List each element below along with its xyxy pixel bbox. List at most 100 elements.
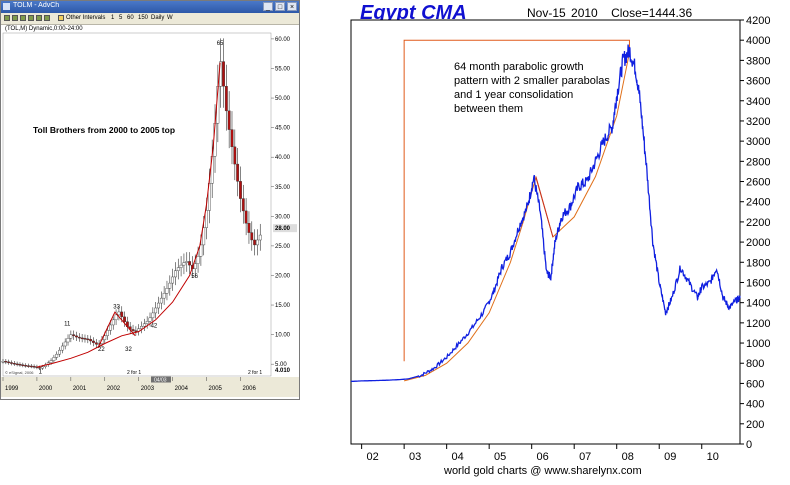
plot-area <box>350 19 741 445</box>
y-tick-label: 3800 <box>746 55 770 67</box>
y-tick-label: 1200 <box>746 318 770 330</box>
candle-body <box>111 319 115 326</box>
candle-body <box>55 353 59 358</box>
candle-body <box>89 339 93 342</box>
x-tick-label: 08 <box>622 451 634 463</box>
candle-body <box>253 239 257 246</box>
minimize-button[interactable]: _ <box>263 2 273 11</box>
candle-body <box>10 362 13 364</box>
candle-body <box>114 314 118 321</box>
candle-body <box>205 210 208 228</box>
advanced-chart-window: TOLM - AdvCh _ □ × Other Intervals 1 5 6… <box>0 0 300 400</box>
y-tick-label: 1400 <box>746 298 770 310</box>
candle-body <box>236 163 240 182</box>
candle-body <box>224 86 228 112</box>
y-tick-label: 45.00 <box>275 126 291 132</box>
y-tick-label: 800 <box>746 358 764 370</box>
x-tick-label: 07 <box>579 451 591 463</box>
candle-body <box>148 317 152 322</box>
chart-date: Nov-15 2010 <box>527 6 598 20</box>
tool-icon[interactable] <box>28 15 34 21</box>
y-tick-label: 1600 <box>746 277 770 289</box>
interval-150[interactable]: 150 <box>138 15 149 21</box>
candle-body <box>230 129 234 148</box>
point-label: 42 <box>151 324 158 330</box>
candle-body <box>1 361 5 363</box>
tool-icon[interactable] <box>4 15 10 21</box>
candle-body <box>157 302 160 309</box>
folder-icon[interactable] <box>58 15 64 21</box>
chart-toolbar: Other Intervals 1 5 60 150 Daily W <box>1 13 299 25</box>
close-button[interactable]: × <box>287 2 297 11</box>
tool-icon[interactable] <box>12 15 18 21</box>
y-tick-label: 0 <box>746 439 752 451</box>
candle-body <box>7 361 11 364</box>
y-tick-label: 2200 <box>746 217 770 229</box>
candle-body <box>32 366 36 368</box>
interval-weekly[interactable]: W <box>167 15 173 21</box>
candle-body <box>41 366 44 369</box>
y-tick-label: 15.00 <box>275 303 291 309</box>
other-intervals-menu[interactable]: Other Intervals <box>66 15 106 21</box>
candle-body <box>241 198 245 212</box>
y-tick-label: 4200 <box>746 15 770 27</box>
point-label: 32 <box>125 347 132 353</box>
y-tick-label: 2800 <box>746 156 770 168</box>
x-tick-label: 2005 <box>209 386 223 392</box>
candle-body <box>83 338 87 340</box>
parabola-segment <box>97 311 136 348</box>
annotation-line: 64 month parabolic growth <box>454 61 584 73</box>
interval-60[interactable]: 60 <box>127 15 134 21</box>
tool-icon[interactable] <box>20 15 26 21</box>
chart-source: world gold charts @ www.sharelynx.com <box>444 465 642 477</box>
candle-body <box>72 334 76 337</box>
interval-daily[interactable]: Daily <box>151 15 165 21</box>
candle-body <box>142 323 146 327</box>
candle-body <box>94 342 98 345</box>
y-tick-label: 200 <box>746 419 764 431</box>
candle-body <box>168 282 172 289</box>
point-label: 11 <box>64 322 71 328</box>
candle-body <box>151 312 155 319</box>
annotation-line: and 1 year consolidation <box>454 89 574 101</box>
y-tick-label: 1800 <box>746 257 770 269</box>
point-label: 1 <box>39 370 43 376</box>
left-chart-title: Toll Brothers from 2000 to 2005 top <box>33 125 175 135</box>
tool-icon[interactable] <box>44 15 50 21</box>
egypt-cma-chart[interactable]: 0 200 400 600 800 1000 1200 1400 1600 1800 2000 220… <box>340 10 790 465</box>
candle-body <box>69 334 73 339</box>
y-tick-label: 2000 <box>746 237 770 249</box>
candle-body <box>174 270 177 278</box>
candle-body <box>109 324 112 331</box>
candle-body <box>52 357 56 361</box>
chart-title: Egypt CMA <box>360 2 467 24</box>
candle-body <box>233 146 237 165</box>
window-titlebar[interactable]: TOLM - AdvCh _ □ × <box>1 1 299 13</box>
tool-icon[interactable] <box>36 15 42 21</box>
crosshair-date: 04/03 <box>154 378 167 384</box>
last-price-tag-bg <box>273 224 297 233</box>
candle-body <box>58 349 61 355</box>
candle-body <box>77 336 81 339</box>
point-label: 65 <box>217 41 224 47</box>
toll-brothers-chart[interactable]: 5.00 10.00 15.00 20.00 25.00 30.00 35.00 40.00 4… <box>1 31 299 399</box>
candle-body <box>117 311 121 316</box>
candle-body <box>199 244 203 257</box>
parabola-curve <box>36 62 221 368</box>
y-tick-label: 55.00 <box>275 66 291 72</box>
x-tick-label: 05 <box>494 451 506 463</box>
candle-body <box>222 61 225 87</box>
y-tick-label: 40.00 <box>275 155 291 161</box>
maximize-button[interactable]: □ <box>275 2 285 11</box>
interval-5[interactable]: 5 <box>119 15 123 21</box>
y-tick-label: 3400 <box>746 96 770 108</box>
candle-body <box>258 234 262 241</box>
candle-body <box>38 367 42 369</box>
window-title: TOLM - AdvCh <box>13 2 60 9</box>
candle-body <box>123 316 126 322</box>
candle-body <box>131 329 135 331</box>
candle-body <box>182 262 186 266</box>
y-tick-label: 400 <box>746 399 764 411</box>
interval-1[interactable]: 1 <box>111 15 115 21</box>
crosshair-date-box <box>151 376 171 383</box>
